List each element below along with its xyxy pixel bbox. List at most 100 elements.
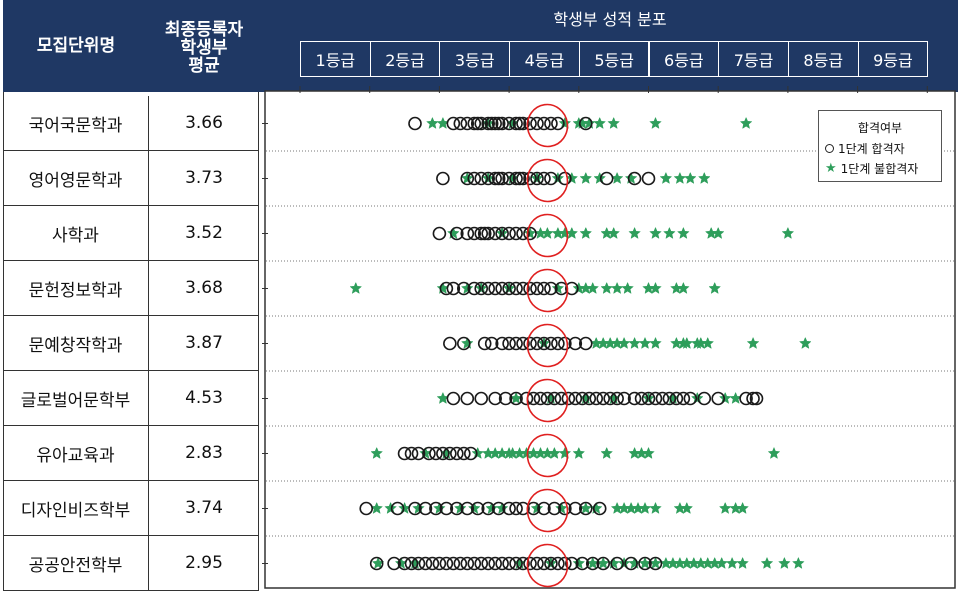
pass-point — [467, 281, 482, 296]
annotation-circle — [526, 158, 569, 203]
pass-point — [481, 501, 495, 516]
pass-point — [446, 281, 461, 296]
pass-point — [537, 116, 551, 131]
annotation-circle — [526, 488, 569, 533]
fail-point — [579, 171, 593, 184]
pass-point — [467, 171, 482, 186]
department-average: 3.73 — [185, 168, 223, 188]
fail-point — [736, 556, 749, 569]
fail-point — [502, 281, 516, 294]
pass-point — [565, 281, 579, 296]
pass-point — [509, 281, 523, 296]
fail-point — [370, 446, 384, 459]
fail-point — [607, 226, 621, 239]
fail-point — [708, 281, 722, 294]
fail-point — [530, 501, 544, 514]
pass-point — [523, 556, 537, 571]
pass-point — [509, 116, 523, 131]
pass-point — [624, 556, 638, 571]
pass-point — [460, 556, 475, 571]
fail-point — [778, 556, 791, 569]
header-average: 최종등록자 학생부 평균 — [149, 0, 259, 92]
pass-point — [498, 391, 513, 406]
pass-point — [568, 501, 583, 516]
pass-point — [502, 281, 516, 296]
department-average: 3.74 — [185, 498, 223, 518]
pass-point — [627, 391, 642, 406]
fail-point — [628, 226, 641, 239]
header-average-line2: 학생부 — [180, 37, 228, 58]
pass-point — [495, 556, 509, 571]
pass-point — [739, 391, 753, 406]
grade-label: 4등급 — [509, 41, 580, 77]
pass-point — [523, 281, 537, 296]
pass-point — [467, 226, 482, 241]
pass-point — [481, 281, 495, 296]
pass-point — [467, 556, 482, 571]
grade-label: 5등급 — [578, 41, 650, 77]
table-row: 글로벌어문학부 4.53 — [3, 371, 259, 426]
pass-point — [568, 336, 583, 351]
fail-point — [593, 171, 607, 184]
legend: 합격여부 1단계 합격자 ★ 1단계 불합격자 — [818, 110, 942, 182]
pass-point — [484, 116, 499, 131]
fail-point — [621, 281, 634, 294]
pass-point — [484, 336, 499, 351]
pass-point — [551, 336, 565, 351]
pass-point — [516, 171, 530, 186]
fail-point — [676, 281, 690, 294]
pass-point — [578, 116, 593, 131]
pass-point — [456, 336, 471, 351]
fail-point — [767, 446, 781, 459]
legend-label-fail: 1단계 불합격자 — [840, 162, 919, 176]
fail-point — [349, 281, 363, 294]
pass-point — [502, 116, 516, 131]
grade-label: 8등급 — [787, 41, 859, 77]
pass-point — [467, 116, 482, 131]
fail-point — [586, 281, 600, 294]
pass-point — [439, 281, 454, 296]
fail-point — [649, 116, 662, 129]
pass-point — [589, 391, 604, 406]
pass-point — [456, 281, 471, 296]
fail-point — [537, 336, 551, 349]
pass-point — [481, 116, 495, 131]
pass-point — [537, 171, 551, 186]
pass-point — [610, 556, 624, 571]
fail-point — [460, 281, 474, 294]
grade-label: 2등급 — [369, 41, 441, 77]
pass-point — [530, 116, 544, 131]
pass-point — [450, 226, 464, 241]
pass-point — [429, 446, 443, 461]
pass-point — [516, 556, 530, 571]
pass-point — [418, 501, 433, 516]
fail-point — [530, 171, 544, 184]
fail-point — [460, 336, 474, 349]
pass-point — [439, 501, 454, 516]
department-average: 3.68 — [185, 278, 223, 298]
pass-point — [474, 281, 489, 296]
fail-point — [746, 336, 760, 349]
header-average-line1: 최종등록자 — [164, 19, 244, 40]
pass-point — [429, 501, 443, 516]
pass-point — [495, 116, 509, 131]
pass-point — [488, 116, 502, 131]
fail-point — [760, 556, 774, 569]
header-average-line3: 평균 — [188, 55, 220, 76]
pass-point — [460, 391, 475, 406]
pass-point — [390, 501, 405, 516]
pass-point — [491, 171, 506, 186]
pass-point — [575, 556, 590, 571]
pass-point — [502, 556, 516, 571]
fail-point — [649, 281, 662, 294]
pass-point — [404, 446, 419, 461]
pass-point — [592, 501, 607, 516]
pass-point — [516, 501, 530, 516]
pass-point — [568, 391, 583, 406]
pass-point — [460, 501, 475, 516]
legend-item-fail: ★ 1단계 불합격자 — [825, 160, 918, 177]
pass-point — [408, 116, 422, 131]
fail-point — [690, 391, 704, 404]
pass-point — [599, 171, 614, 186]
table-row: 문헌정보학과 3.68 — [3, 261, 259, 316]
